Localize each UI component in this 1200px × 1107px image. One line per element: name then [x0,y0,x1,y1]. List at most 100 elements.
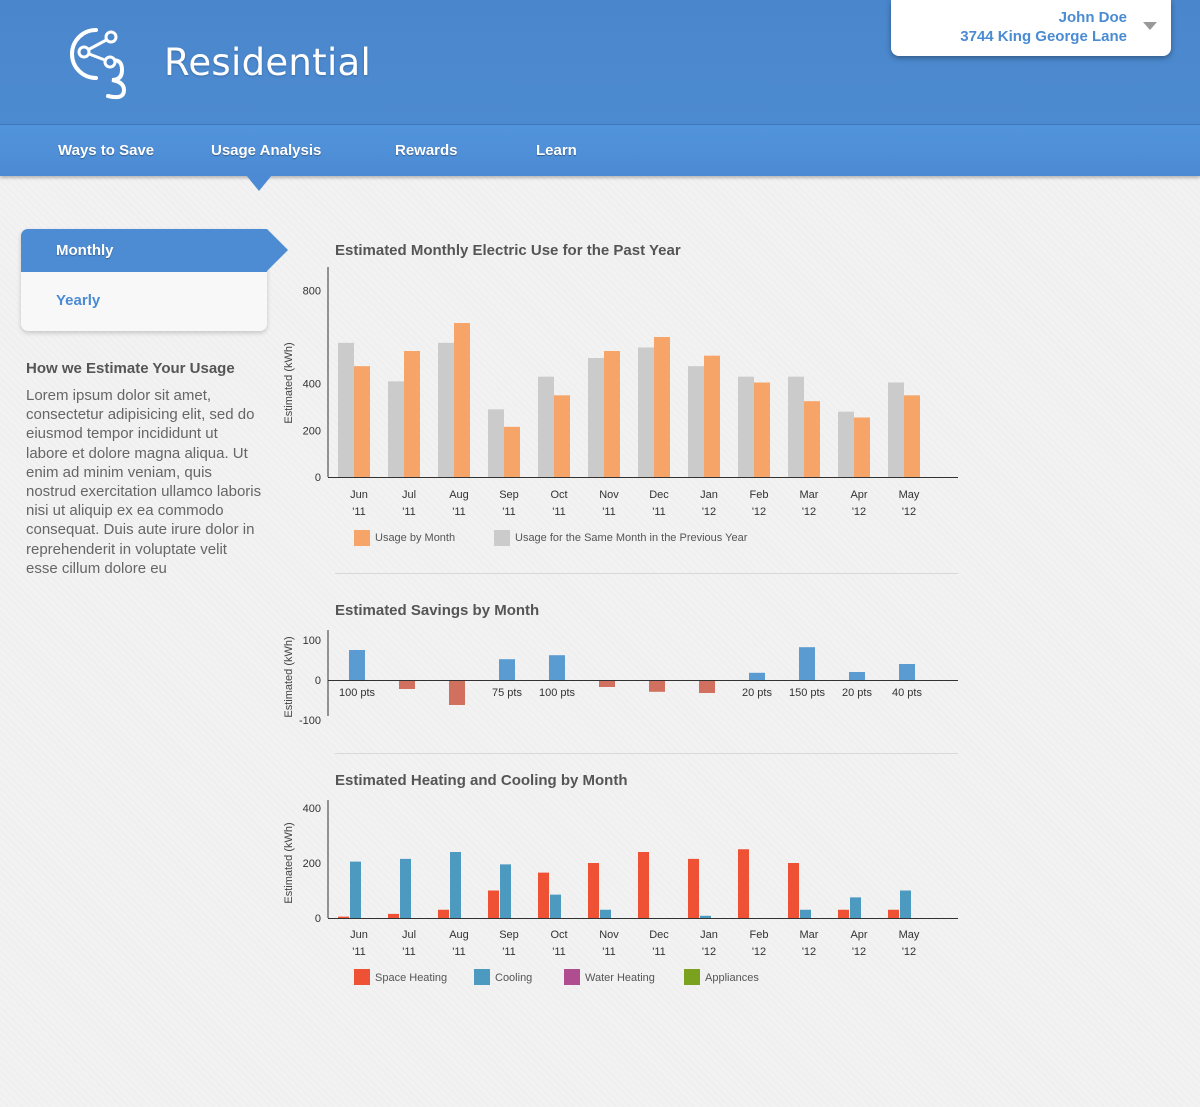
bar-cooling [450,852,461,918]
bar-space-heating [388,913,399,918]
x-tick-year: '12 [702,946,716,958]
tab-yearly[interactable]: Yearly [56,292,101,309]
x-tick-month: Sep [499,489,519,501]
legend-space-heating-swatch [354,969,370,985]
x-tick-year: '11 [352,506,366,518]
bar-cooling [600,909,611,918]
x-tick-month: Aug [449,929,469,941]
bar-savings-negative [399,681,415,689]
app-title: Residential [164,41,372,84]
bar-previous-year [638,347,654,477]
bar-savings-negative [449,681,465,705]
x-tick-year: '12 [852,506,866,518]
bar-cooling [350,861,361,918]
bar-cooling [500,864,511,918]
x-tick-month: Dec [649,929,669,941]
x-tick-year: '12 [802,506,816,518]
bar-space-heating [638,852,649,918]
legend-label-previous: Usage for the Same Month in the Previous… [515,532,748,544]
tab-monthly-label[interactable]: Monthly [56,242,114,259]
bar-usage-by-month [554,395,570,477]
x-tick-month: Nov [599,489,619,501]
x-tick-year: '12 [902,946,916,958]
bar-usage-by-month [854,417,870,477]
bar-space-heating [538,872,549,918]
x-tick-month: May [899,489,920,501]
x-tick-year: '11 [552,506,566,518]
user-account-menu[interactable]: John Doe 3744 King George Lane [891,0,1171,56]
bar-usage-by-month [504,426,520,477]
y-tick-label: 0 [315,472,321,484]
x-tick-month: Mar [800,929,819,941]
legend-label-usage: Usage by Month [375,532,455,544]
bar-savings-negative [699,681,715,693]
bar-cooling [400,858,411,918]
bar-savings-negative [599,681,615,687]
chart-title-savings: Estimated Savings by Month [335,602,539,619]
x-tick-month: Jan [700,489,718,501]
c3-logo-icon [70,28,127,100]
nav-item-usage-analysis[interactable]: Usage Analysis [211,142,322,159]
x-tick-month: Nov [599,929,619,941]
savings-points-label: 100 pts [539,687,576,699]
bar-savings-positive [849,672,865,680]
bar-previous-year [788,376,804,477]
x-tick-year: '11 [452,506,466,518]
bar-previous-year [438,342,454,477]
bar-previous-year [588,358,604,477]
legend-water-heating-label: Water Heating [585,972,655,984]
x-tick-year: '11 [652,506,666,518]
x-tick-month: Apr [850,489,867,501]
y-axis-label: Estimated (kWh) [283,342,295,423]
x-tick-month: Dec [649,489,669,501]
x-tick-year: '12 [852,946,866,958]
x-tick-year: '11 [602,946,616,958]
bar-savings-positive [349,650,365,680]
y-tick-label: 800 [303,285,321,297]
bar-space-heating [588,863,599,918]
legend-appliances-label: Appliances [705,972,759,984]
savings-points-label: 75 pts [492,687,522,699]
y-tick-label: 200 [303,858,321,870]
bar-previous-year [688,366,704,477]
main-nav: Ways to Save Usage Analysis Rewards Lear… [0,124,1200,176]
y-axis-label: Estimated (kWh) [283,822,295,903]
bar-cooling [900,890,911,918]
x-tick-month: Sep [499,929,519,941]
legend-space-heating-label: Space Heating [375,972,447,984]
y-tick-label: 0 [315,913,321,925]
legend-swatch-previous [494,530,510,546]
x-tick-year: '11 [452,946,466,958]
legend-cooling-label: Cooling [495,972,532,984]
active-tab-arrow [267,229,288,271]
savings-points-label: 20 pts [842,687,872,699]
x-tick-year: '12 [802,946,816,958]
y-tick-label: 400 [303,803,321,815]
x-tick-year: '11 [352,946,366,958]
x-tick-month: Jun [350,929,368,941]
x-tick-month: Oct [550,489,567,501]
nav-item-rewards[interactable]: Rewards [395,142,458,159]
savings-points-label: 100 pts [339,687,376,699]
bar-savings-positive [499,659,515,680]
x-tick-year: '12 [702,506,716,518]
sidebar-title: How we Estimate Your Usage [26,360,235,377]
bar-savings-positive [549,655,565,680]
nav-item-learn[interactable]: Learn [536,142,577,159]
nav-item-ways-to-save[interactable]: Ways to Save [58,142,155,159]
chevron-down-icon[interactable] [1143,22,1157,30]
bar-usage-by-month [804,401,820,477]
x-tick-year: '12 [752,506,766,518]
y-tick-label: 200 [303,425,321,437]
bar-previous-year [388,381,404,477]
x-tick-month: Jan [700,929,718,941]
bar-usage-by-month [604,351,620,477]
y-axis-label: Estimated (kWh) [283,636,295,717]
tab-monthly[interactable] [21,229,267,272]
bar-previous-year [338,342,354,477]
bar-usage-by-month [754,382,770,477]
chart-title-heating-cooling: Estimated Heating and Cooling by Month [335,772,628,789]
bar-cooling [700,915,711,918]
x-tick-month: Apr [850,929,867,941]
